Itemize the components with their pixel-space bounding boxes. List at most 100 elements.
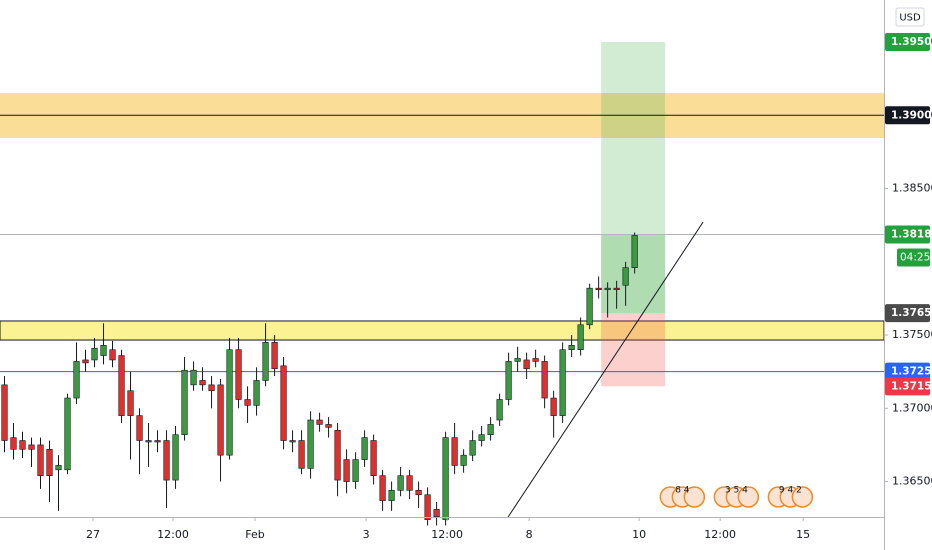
candle-body xyxy=(433,509,440,518)
candle-body xyxy=(415,490,422,496)
candle-body xyxy=(244,399,251,406)
candle-body xyxy=(19,440,26,450)
candle-body xyxy=(64,397,71,471)
candle-body xyxy=(136,415,143,441)
price-tag xyxy=(885,377,930,396)
candle-body xyxy=(73,361,80,399)
price-tag-label: 1.37650 xyxy=(891,307,932,319)
candle-body xyxy=(343,459,350,482)
candle-body xyxy=(289,440,296,443)
y-tick-label: 1.38500 xyxy=(892,182,932,195)
candle-body xyxy=(496,399,503,421)
candle-body xyxy=(424,494,431,520)
price-tag xyxy=(885,304,930,323)
y-tick-label: 1.37500 xyxy=(892,328,932,341)
candle-body xyxy=(280,365,287,441)
candle-body xyxy=(334,429,341,481)
candle-body xyxy=(568,345,575,350)
x-tick-label: Feb xyxy=(245,528,264,541)
candle-body xyxy=(613,287,620,290)
candle-body xyxy=(109,349,116,361)
candle-body xyxy=(514,358,521,362)
candle-body xyxy=(91,347,98,361)
candle-body xyxy=(235,349,242,400)
candle-body xyxy=(10,437,17,450)
event-icon xyxy=(683,486,706,508)
candle-body xyxy=(370,440,377,476)
position-stop xyxy=(601,313,666,387)
event-label: 9 4 2 xyxy=(779,486,802,496)
candle-body xyxy=(271,342,278,370)
candle-body xyxy=(298,440,305,469)
candle-body xyxy=(316,419,323,425)
price-tag xyxy=(885,33,930,52)
candle-body xyxy=(505,361,512,400)
zone xyxy=(0,320,885,341)
candle-body xyxy=(262,342,269,381)
candle-body xyxy=(325,424,332,428)
candle-body xyxy=(253,380,260,406)
price-tag xyxy=(885,106,930,125)
countdown-label: 04:25 xyxy=(900,252,930,264)
price-tag-label: 1.39500 xyxy=(891,36,932,48)
candle-body xyxy=(451,437,458,466)
candle-body xyxy=(631,235,638,268)
currency-box[interactable] xyxy=(895,7,925,27)
candle-body xyxy=(541,361,548,399)
price-tag xyxy=(885,362,930,381)
candle-body xyxy=(478,434,485,441)
candle-body xyxy=(145,440,152,443)
candle-body xyxy=(163,440,170,481)
candle-body xyxy=(397,475,404,491)
candle-body xyxy=(361,437,368,460)
candle-body xyxy=(28,444,35,450)
y-tick-label: 1.37000 xyxy=(892,401,932,414)
candle-body xyxy=(595,287,602,290)
x-tick-label: 27 xyxy=(86,528,100,541)
candle-body xyxy=(379,475,386,501)
price-tag-label: 1.38186 xyxy=(891,229,932,241)
candle-body xyxy=(388,490,395,501)
candle-body xyxy=(532,358,539,362)
x-tick-label: 12:00 xyxy=(157,528,189,541)
candle-body xyxy=(118,355,125,416)
candle-body xyxy=(406,475,413,491)
candle-body xyxy=(226,349,233,456)
event-label: 3 5 4 xyxy=(725,486,748,496)
candle-body xyxy=(208,384,215,392)
currency-label: USD xyxy=(899,13,921,24)
candle-body xyxy=(487,424,494,435)
x-tick-label: 3 xyxy=(363,528,370,541)
candle-body xyxy=(550,397,557,416)
x-tick-label: 8 xyxy=(526,528,533,541)
trendline xyxy=(507,221,704,518)
x-tick-label: 12:00 xyxy=(431,528,463,541)
candle-body xyxy=(181,369,188,435)
x-tick-label: 12:00 xyxy=(704,528,736,541)
event-label: 8 4 xyxy=(675,486,690,496)
candle-body xyxy=(82,359,89,364)
y-tick-label: 1.36500 xyxy=(892,475,932,488)
candle-body xyxy=(586,287,593,326)
price-tag-label: 1.37250 xyxy=(891,366,932,378)
event-icon xyxy=(791,486,814,508)
candle-body xyxy=(523,359,530,370)
candle-body xyxy=(199,380,206,386)
axes: 1.36500 1.37000 1.37500 1.38500 1.39000 1.395… xyxy=(86,33,932,541)
price-tag-label: 1.39000 xyxy=(891,109,932,121)
candle-body xyxy=(460,454,467,466)
candle-body xyxy=(46,449,53,476)
plot-area: 8 4 3 5 4 9 4 2 xyxy=(0,42,885,526)
x-tick-label: 15 xyxy=(796,528,810,541)
candle-body xyxy=(217,384,224,456)
candle-body xyxy=(442,437,449,520)
candle-body xyxy=(559,349,566,416)
candle-body xyxy=(100,345,107,356)
candle-body xyxy=(577,324,584,350)
event-icon xyxy=(737,486,760,508)
candle-body xyxy=(55,465,62,471)
candle-body xyxy=(307,419,314,469)
candle-body xyxy=(127,390,134,416)
